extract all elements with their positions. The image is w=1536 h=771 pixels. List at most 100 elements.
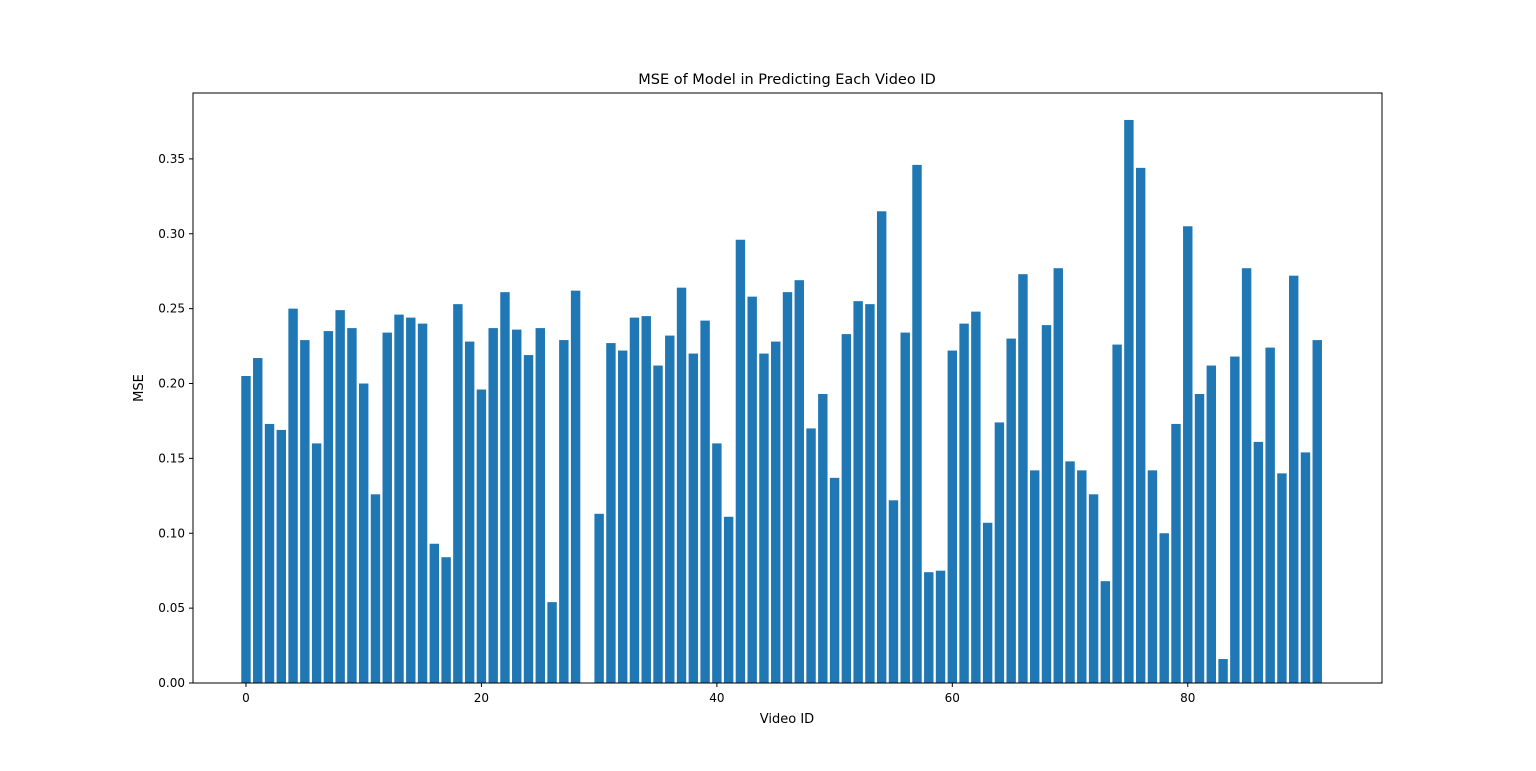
bar-video-74 — [1112, 344, 1122, 683]
bar-video-86 — [1253, 441, 1264, 683]
bar-video-25 — [535, 328, 545, 683]
y-tick-label: 0.05 — [158, 601, 185, 615]
y-tick-label: 0.10 — [158, 526, 185, 540]
bar-video-59 — [935, 570, 946, 683]
bar-video-7 — [323, 331, 334, 683]
bar-video-58 — [924, 572, 934, 683]
bar-video-12 — [382, 332, 392, 683]
bar-video-42 — [735, 239, 746, 683]
bar-video-84 — [1230, 356, 1240, 683]
bar-video-39 — [700, 320, 710, 683]
bar-video-33 — [629, 317, 640, 683]
bar-video-73 — [1100, 581, 1111, 683]
bar-video-60 — [947, 350, 958, 683]
bar-video-43 — [747, 296, 757, 683]
bar-video-3 — [276, 429, 286, 683]
bar-video-83 — [1218, 659, 1228, 683]
x-tick-label: 80 — [1180, 691, 1195, 705]
bar-video-87 — [1265, 347, 1275, 683]
bar-video-5 — [300, 340, 310, 683]
bar-video-70 — [1065, 461, 1075, 683]
bar-video-45 — [771, 341, 781, 683]
y-axis-label: MSE — [132, 374, 147, 402]
bar-video-32 — [617, 350, 628, 683]
bar-video-28 — [570, 290, 581, 683]
bar-video-78 — [1159, 533, 1169, 683]
bar-video-72 — [1088, 494, 1099, 683]
bars-group — [241, 119, 1322, 684]
bar-video-52 — [853, 301, 863, 683]
bar-video-22 — [500, 292, 510, 683]
bar-video-80 — [1183, 226, 1193, 683]
bar-video-61 — [959, 323, 969, 683]
x-tick-label: 0 — [242, 691, 250, 705]
bar-video-55 — [888, 500, 899, 683]
bar-video-54 — [876, 211, 887, 684]
bar-video-68 — [1041, 325, 1052, 683]
x-axis-label: Video ID — [760, 712, 814, 727]
bar-video-38 — [688, 353, 699, 683]
bar-video-37 — [676, 287, 687, 683]
bar-video-13 — [394, 314, 404, 683]
plot-frame — [192, 92, 1383, 684]
x-tick-label: 20 — [474, 691, 489, 705]
bar-video-49 — [818, 393, 828, 683]
y-tick-label: 0.30 — [158, 227, 185, 241]
chart-title: MSE of Model in Predicting Each Video ID — [638, 72, 936, 88]
bar-video-31 — [606, 343, 616, 683]
bar-video-50 — [829, 477, 840, 683]
y-tick-label: 0.25 — [158, 302, 185, 316]
y-axis-ticks: 0.00 0.05 0.10 0.15 0.20 0.25 0.30 0.35 — [158, 152, 193, 690]
bar-video-89 — [1289, 275, 1299, 683]
bar-video-85 — [1241, 268, 1252, 683]
bar-video-53 — [865, 304, 875, 683]
bar-video-46 — [782, 292, 793, 683]
bar-video-14 — [406, 317, 416, 683]
bar-video-8 — [335, 310, 345, 683]
bar-video-51 — [841, 334, 852, 683]
y-tick-label: 0.20 — [158, 377, 185, 391]
bar-video-17 — [441, 557, 451, 683]
bar-video-40 — [712, 443, 722, 683]
bar-video-66 — [1018, 274, 1028, 683]
bar-video-56 — [900, 332, 910, 683]
x-tick-label: 60 — [945, 691, 960, 705]
bar-video-24 — [523, 355, 534, 683]
bar-video-62 — [971, 311, 981, 683]
bar-video-23 — [512, 329, 522, 683]
bar-video-48 — [806, 428, 816, 683]
bar-video-82 — [1206, 365, 1217, 683]
bar-video-30 — [594, 513, 604, 683]
x-tick-label: 40 — [709, 691, 724, 705]
bar-video-81 — [1194, 393, 1205, 683]
bar-video-57 — [912, 164, 922, 683]
y-tick-label: 0.00 — [158, 676, 185, 690]
bar-video-71 — [1077, 470, 1087, 683]
bar-video-69 — [1053, 268, 1063, 683]
bar-video-34 — [641, 316, 651, 683]
bar-video-79 — [1171, 423, 1181, 683]
bar-video-26 — [547, 602, 557, 683]
bar-video-21 — [488, 328, 498, 683]
bar-video-44 — [759, 353, 769, 683]
bar-video-18 — [453, 304, 463, 683]
bar-video-0 — [241, 376, 251, 683]
bar-video-63 — [982, 522, 993, 683]
bar-video-75 — [1124, 119, 1134, 683]
bar-video-91 — [1312, 340, 1322, 683]
bar-video-88 — [1277, 473, 1287, 683]
bar-video-67 — [1030, 470, 1040, 683]
bar-video-65 — [1006, 338, 1016, 683]
bar-video-4 — [288, 308, 298, 683]
x-axis-ticks: 0 20 40 60 80 — [242, 683, 1195, 705]
bar-video-15 — [417, 323, 428, 683]
bar-video-2 — [264, 423, 275, 683]
bar-video-76 — [1135, 167, 1146, 683]
bar-video-36 — [665, 335, 675, 683]
y-tick-label: 0.35 — [158, 152, 185, 166]
bar-video-19 — [464, 341, 475, 683]
bar-video-35 — [653, 365, 663, 683]
bar-video-90 — [1300, 452, 1311, 683]
